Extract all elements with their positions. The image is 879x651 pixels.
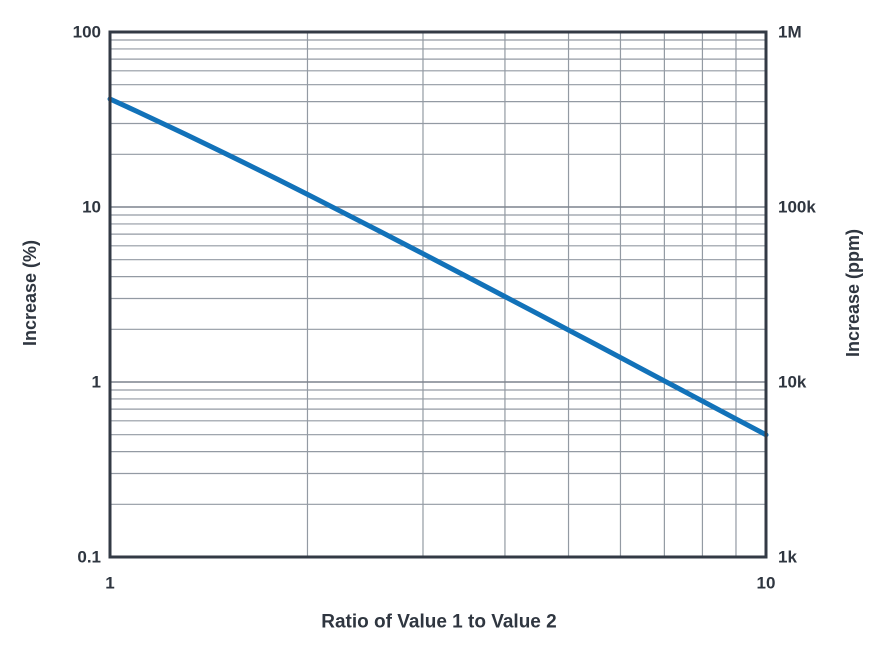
y-left-tick-1: 1: [91, 372, 101, 392]
y-left-tick-0p1: 0.1: [77, 547, 101, 567]
y-right-axis-title: Increase (ppm): [843, 228, 863, 358]
x-axis-title: Ratio of Value 1 to Value 2: [321, 611, 557, 633]
y-left-axis-title: Increase (%): [20, 239, 40, 347]
y-right-tick-1k: 1k: [778, 547, 797, 567]
series-line: [107, 96, 769, 438]
y-left-tick-100: 100: [72, 22, 101, 42]
x-tick-1: 1: [105, 573, 115, 593]
y-right-tick-10k: 10k: [778, 372, 807, 392]
plot-frame: [108, 30, 768, 559]
y-right-tick-100k: 100k: [778, 197, 816, 217]
y-right-tick-1M: 1M: [778, 22, 802, 42]
y-left-tick-10: 10: [82, 197, 101, 217]
x-tick-10: 10: [756, 573, 776, 593]
